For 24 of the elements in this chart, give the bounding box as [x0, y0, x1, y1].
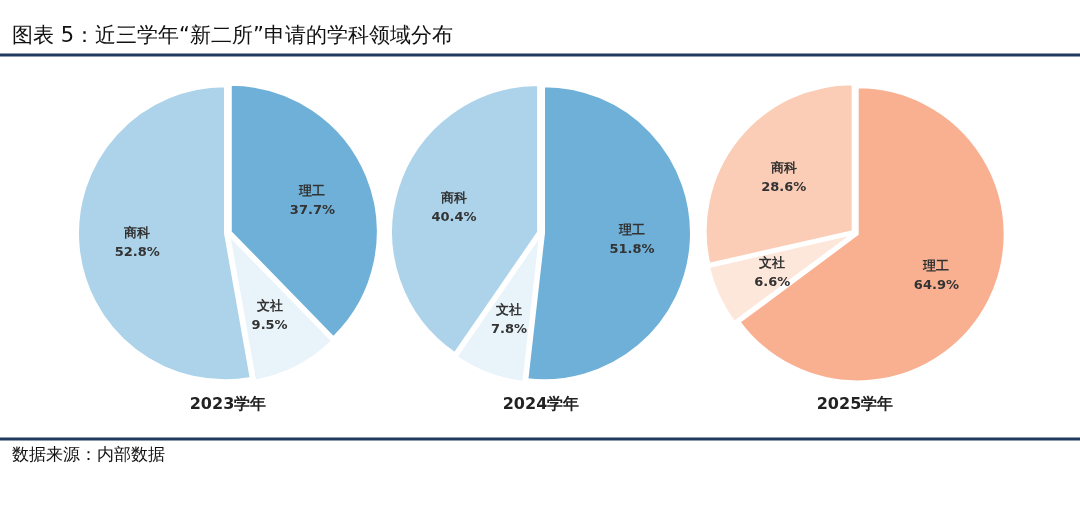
- text: 2023学年: [189, 394, 267, 413]
- text: 2024学年: [502, 394, 580, 413]
- data-label: 6.6%: [754, 274, 791, 290]
- data-label: 28.6%: [761, 179, 807, 195]
- pie-slice: [229, 83, 379, 339]
- data-label: 64.9%: [913, 276, 959, 292]
- slice-label: 理工: [298, 182, 326, 198]
- source-note: 数据来源：内部数据: [12, 444, 165, 464]
- slice-label: 文社: [255, 298, 283, 314]
- data-label: 52.8%: [114, 244, 160, 260]
- data-label: 40.4%: [431, 208, 477, 224]
- data-label: 9.5%: [251, 317, 288, 333]
- text: 图表 5：近三学年“新二所”申请的学科领域分布: [12, 23, 453, 47]
- slice-label: 理工: [922, 257, 950, 273]
- slice-label: 文社: [758, 255, 786, 271]
- data-label: 37.7%: [289, 201, 335, 217]
- data-label: 7.8%: [491, 321, 528, 337]
- slice-label: 商科: [769, 160, 797, 176]
- slice-label: 商科: [439, 189, 467, 205]
- slice-label: 理工: [617, 222, 645, 238]
- slice-label: 文社: [495, 302, 523, 318]
- data-label: 51.8%: [609, 241, 655, 257]
- slice-label: 商科: [123, 225, 151, 241]
- text: 2025学年: [816, 394, 894, 413]
